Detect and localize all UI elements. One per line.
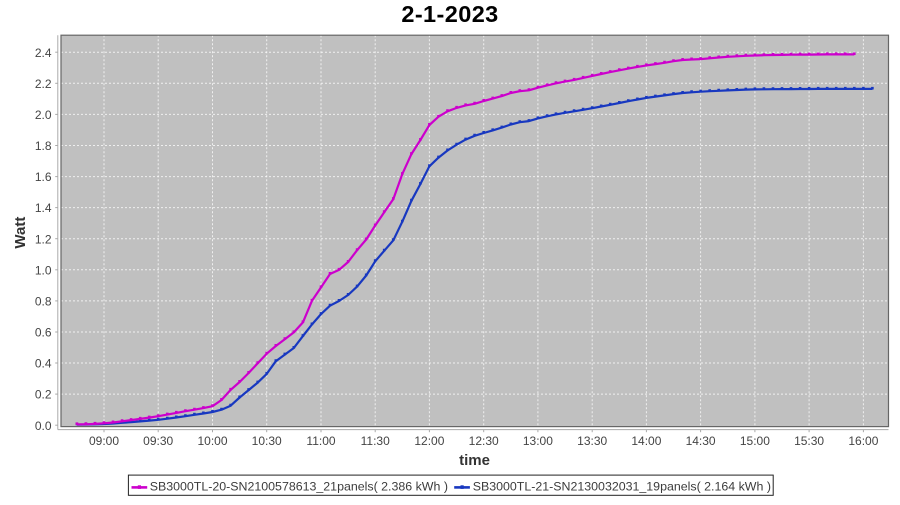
svg-text:12:30: 12:30 <box>469 434 499 448</box>
svg-text:09:30: 09:30 <box>143 434 173 448</box>
svg-text:11:30: 11:30 <box>361 434 390 448</box>
svg-text:0.4: 0.4 <box>35 357 52 371</box>
svg-text:1.0: 1.0 <box>35 263 52 277</box>
svg-text:SB3000TL-21-SN2130032031_19pan: SB3000TL-21-SN2130032031_19panels( 2.164… <box>473 480 771 494</box>
svg-text:1.6: 1.6 <box>35 170 52 184</box>
svg-text:15:30: 15:30 <box>794 434 824 448</box>
svg-text:2.0: 2.0 <box>35 108 52 122</box>
svg-text:1.4: 1.4 <box>35 201 52 215</box>
svg-text:0.0: 0.0 <box>35 419 52 433</box>
svg-text:SB3000TL-20-SN2100578613_21pan: SB3000TL-20-SN2100578613_21panels( 2.386… <box>150 480 448 494</box>
svg-text:16:00: 16:00 <box>848 434 878 448</box>
svg-text:2.4: 2.4 <box>35 46 52 60</box>
svg-text:09:00: 09:00 <box>89 434 119 448</box>
svg-text:12:00: 12:00 <box>414 434 444 448</box>
svg-text:14:00: 14:00 <box>631 434 661 448</box>
svg-text:1.8: 1.8 <box>35 139 52 153</box>
svg-text:10:30: 10:30 <box>252 434 282 448</box>
svg-text:13:00: 13:00 <box>523 434 553 448</box>
svg-text:0.2: 0.2 <box>35 388 52 402</box>
svg-text:2-1-2023: 2-1-2023 <box>401 1 498 27</box>
svg-text:13:30: 13:30 <box>577 434 607 448</box>
svg-text:14:30: 14:30 <box>686 434 716 448</box>
svg-text:11:00: 11:00 <box>306 434 335 448</box>
svg-text:0.6: 0.6 <box>35 326 52 340</box>
svg-text:0.8: 0.8 <box>35 295 52 309</box>
svg-text:time: time <box>459 452 490 469</box>
svg-text:1.2: 1.2 <box>35 232 52 246</box>
svg-text:10:00: 10:00 <box>197 434 227 448</box>
svg-text:2.2: 2.2 <box>35 77 52 91</box>
svg-text:15:00: 15:00 <box>740 434 770 448</box>
svg-text:Watt: Watt <box>12 217 29 249</box>
